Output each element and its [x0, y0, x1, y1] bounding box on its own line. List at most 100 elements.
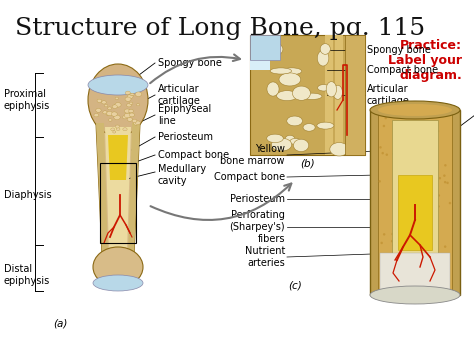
Bar [250, 60, 270, 70]
Text: Compact bone: Compact bone [367, 65, 438, 75]
Ellipse shape [333, 85, 342, 99]
Ellipse shape [392, 153, 395, 155]
Text: Epiphyseal
line: Epiphyseal line [158, 104, 211, 126]
Text: Periosteum: Periosteum [158, 132, 213, 142]
Text: Compact bone: Compact bone [158, 150, 229, 160]
Ellipse shape [262, 42, 283, 56]
Ellipse shape [292, 86, 310, 100]
Ellipse shape [409, 191, 411, 193]
Ellipse shape [438, 177, 441, 180]
Ellipse shape [395, 128, 398, 130]
Ellipse shape [426, 139, 428, 141]
Text: (b): (b) [300, 158, 315, 168]
Polygon shape [105, 127, 131, 250]
Ellipse shape [129, 113, 135, 117]
Text: Nutrient
arteries: Nutrient arteries [245, 246, 285, 268]
Ellipse shape [370, 286, 460, 304]
Text: Medullary
cavity: Medullary cavity [158, 164, 206, 186]
Text: Perforating
(Sharpey's)
fibers: Perforating (Sharpey's) fibers [229, 211, 285, 244]
Ellipse shape [378, 104, 452, 116]
Ellipse shape [416, 203, 418, 205]
Ellipse shape [413, 155, 416, 158]
Ellipse shape [403, 136, 406, 138]
Ellipse shape [127, 104, 131, 107]
Ellipse shape [287, 116, 302, 126]
Ellipse shape [94, 114, 99, 117]
Ellipse shape [270, 68, 292, 74]
Ellipse shape [440, 283, 442, 286]
Ellipse shape [391, 233, 394, 235]
Ellipse shape [433, 228, 435, 230]
Ellipse shape [416, 186, 419, 189]
Ellipse shape [383, 125, 385, 127]
Ellipse shape [330, 142, 348, 156]
Ellipse shape [444, 245, 447, 248]
Bar [325, 35, 333, 155]
Ellipse shape [290, 138, 301, 144]
Ellipse shape [107, 111, 112, 116]
Ellipse shape [124, 113, 131, 118]
Ellipse shape [96, 108, 101, 112]
Text: Yellow
bone marrow: Yellow bone marrow [220, 144, 285, 166]
Ellipse shape [399, 161, 401, 164]
Ellipse shape [104, 104, 108, 107]
Ellipse shape [317, 122, 334, 129]
Bar [380, 253, 450, 293]
Ellipse shape [123, 128, 127, 131]
Ellipse shape [434, 214, 436, 216]
Ellipse shape [93, 247, 143, 287]
Ellipse shape [127, 118, 132, 121]
Ellipse shape [282, 68, 302, 75]
Ellipse shape [395, 115, 397, 118]
Ellipse shape [443, 174, 446, 177]
Ellipse shape [318, 84, 330, 91]
Ellipse shape [113, 131, 116, 133]
Ellipse shape [412, 247, 415, 250]
Ellipse shape [432, 239, 435, 241]
Ellipse shape [438, 205, 440, 208]
Ellipse shape [449, 202, 451, 204]
Ellipse shape [123, 115, 128, 119]
Ellipse shape [447, 182, 449, 184]
Ellipse shape [97, 99, 102, 103]
Ellipse shape [416, 240, 419, 242]
Ellipse shape [398, 187, 401, 190]
Ellipse shape [379, 146, 382, 149]
Bar [335, 35, 343, 155]
Ellipse shape [399, 179, 401, 181]
Ellipse shape [279, 73, 301, 86]
Ellipse shape [128, 109, 133, 113]
Ellipse shape [406, 162, 409, 165]
Ellipse shape [392, 244, 395, 247]
Ellipse shape [430, 151, 433, 154]
Ellipse shape [320, 44, 330, 54]
Ellipse shape [129, 102, 133, 104]
Bar [378, 112, 452, 293]
Ellipse shape [403, 287, 405, 290]
Ellipse shape [115, 97, 118, 99]
Ellipse shape [88, 64, 148, 136]
Ellipse shape [444, 181, 447, 184]
Ellipse shape [134, 122, 138, 125]
Ellipse shape [108, 107, 111, 110]
Ellipse shape [272, 138, 292, 151]
Ellipse shape [131, 93, 134, 95]
Ellipse shape [398, 184, 401, 187]
Ellipse shape [115, 125, 119, 128]
Text: Spongy bone: Spongy bone [367, 45, 431, 55]
Ellipse shape [385, 153, 388, 156]
Ellipse shape [111, 112, 117, 116]
FancyArrowPatch shape [150, 54, 240, 83]
Ellipse shape [383, 256, 385, 259]
Ellipse shape [438, 194, 440, 197]
Ellipse shape [109, 119, 112, 121]
Ellipse shape [444, 164, 447, 166]
Text: Practice:
Label your
diagram.: Practice: Label your diagram. [388, 39, 462, 82]
Bar [250, 35, 365, 155]
Ellipse shape [293, 139, 309, 152]
Bar [370, 110, 460, 295]
Text: Articular
cartilage: Articular cartilage [367, 84, 410, 106]
Bar [398, 175, 432, 250]
Ellipse shape [420, 115, 423, 118]
Ellipse shape [128, 94, 133, 99]
